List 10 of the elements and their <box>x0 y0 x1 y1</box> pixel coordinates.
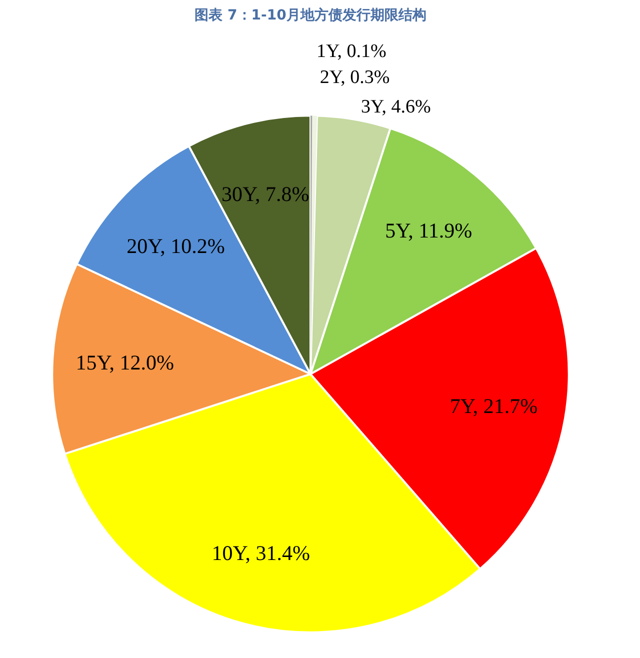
chart-title: 图表 7：1-10月地方债发行期限结构 <box>194 6 426 24</box>
slice-label: 20Y, 10.2% <box>126 234 225 258</box>
slice-label: 7Y, 21.7% <box>450 394 538 418</box>
slice-label: 3Y, 4.6% <box>361 96 432 118</box>
slice-label: 5Y, 11.9% <box>385 218 472 243</box>
slice-label: 30Y, 7.8% <box>222 182 310 206</box>
slice-label: 10Y, 31.4% <box>212 540 310 565</box>
slice-label: 2Y, 0.3% <box>320 67 390 88</box>
slice-label: 1Y, 0.1% <box>316 41 387 62</box>
slice-label: 15Y, 12.0% <box>76 350 174 374</box>
